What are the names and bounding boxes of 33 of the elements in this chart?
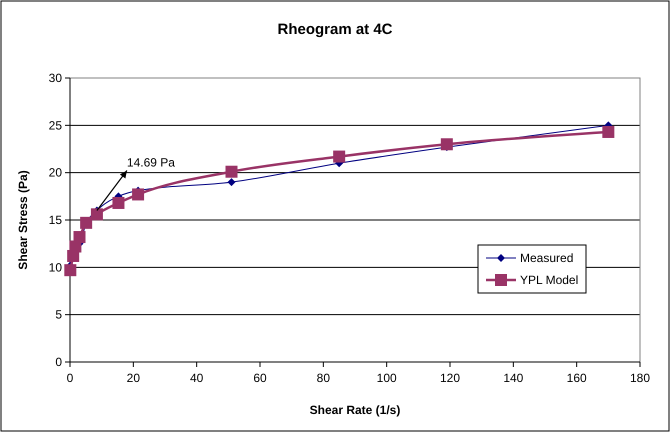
point	[602, 126, 614, 138]
x-tick-label: 160	[566, 371, 587, 385]
y-tick-label: 30	[48, 71, 62, 85]
y-tick-label: 15	[48, 213, 62, 227]
legend-label: YPL Model	[520, 273, 578, 287]
point	[228, 178, 236, 186]
y-axis-title: Shear Stress (Pa)	[16, 170, 30, 270]
x-tick-label: 60	[253, 371, 267, 385]
y-tick-label: 10	[48, 260, 62, 274]
x-tick-label: 140	[503, 371, 524, 385]
point	[112, 196, 124, 209]
chart-title: Rheogram at 4C	[277, 21, 393, 38]
x-tick-label: 80	[316, 371, 330, 385]
point	[80, 216, 92, 229]
y-tick-label: 5	[55, 308, 62, 322]
point	[333, 150, 346, 163]
point	[440, 138, 453, 150]
x-tick-label: 120	[440, 371, 460, 385]
legend-label: Measured	[520, 251, 574, 265]
x-tick-label: 180	[630, 371, 650, 385]
annotation: 14.69 Pa	[126, 156, 176, 170]
point	[226, 166, 238, 178]
y-tick-label: 25	[48, 118, 62, 132]
point	[74, 231, 86, 244]
y-tick-label: 0	[55, 355, 62, 369]
x-tick-label: 0	[66, 371, 74, 385]
y-tick-label: 20	[48, 166, 62, 180]
point	[90, 208, 103, 220]
x-tick-label: 20	[126, 371, 140, 385]
x-tick-label: 100	[376, 371, 397, 385]
point	[64, 264, 76, 276]
x-tick-label: 40	[190, 371, 204, 385]
x-axis-title: Shear Rate (1/s)	[310, 403, 400, 417]
